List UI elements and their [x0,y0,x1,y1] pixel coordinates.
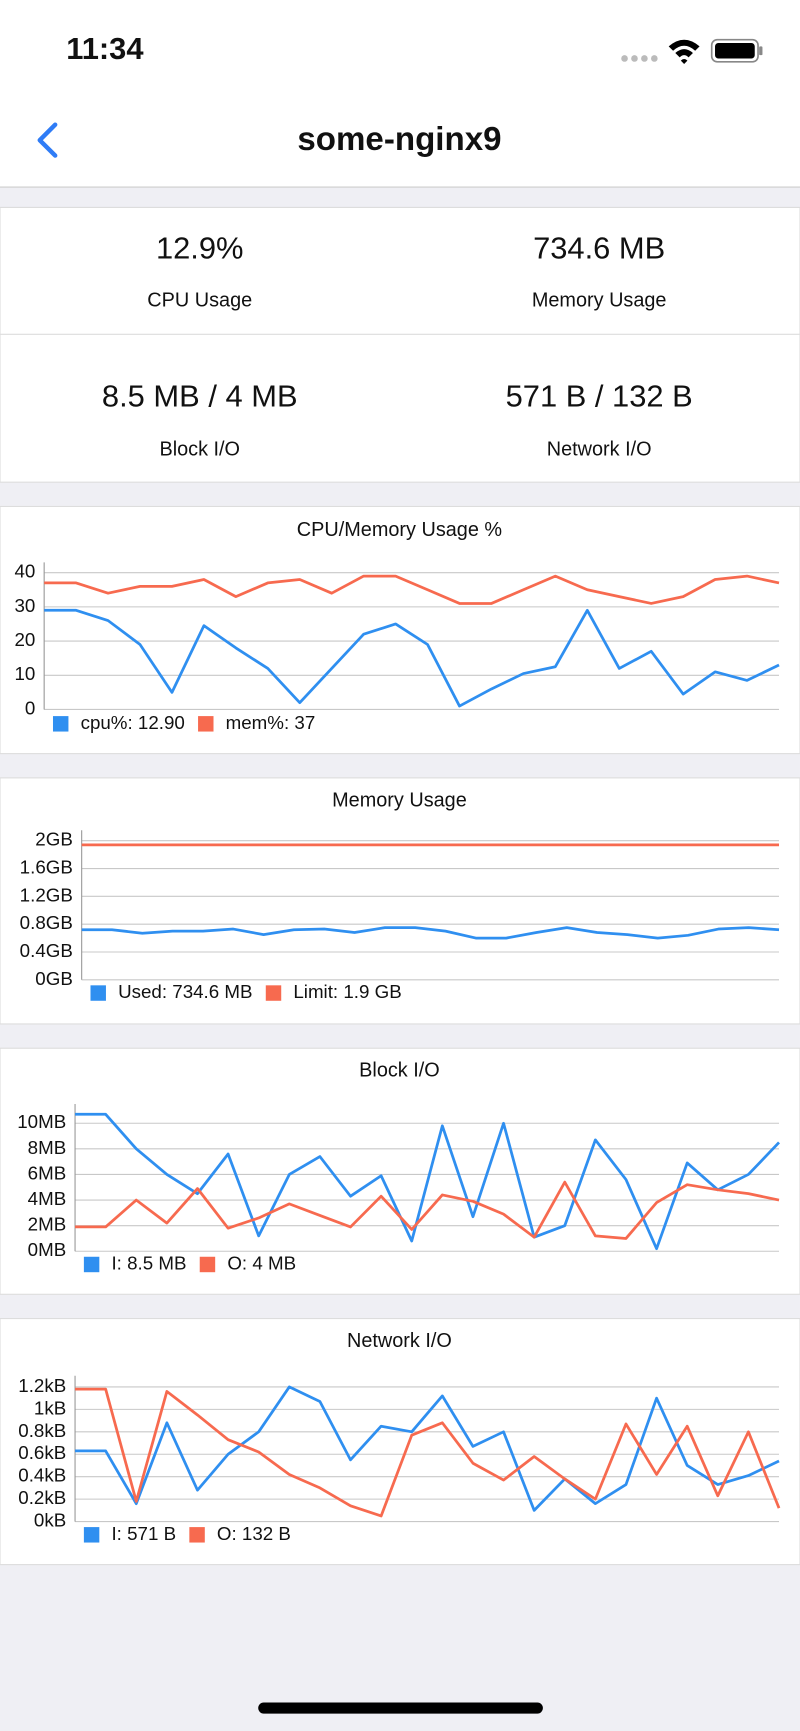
y-tick-label: 4MB [28,1188,67,1209]
y-tick-label: 0kB [34,1510,66,1531]
data-line [44,574,780,605]
home-indicator [258,1702,543,1714]
legend-label: Limit: 1.9 GB [293,981,401,1002]
legend-swatch [265,985,282,1001]
y-tick-label: 10 [14,663,35,684]
legend-label: O: 132 B [217,1523,291,1544]
top-bar [0,0,800,188]
y-tick-label: 0.2kB [18,1487,66,1508]
data-line [75,1387,781,1518]
legend-swatch [199,1256,216,1273]
stat-value: 734.6 MB [533,231,665,266]
legend-swatch [198,716,214,732]
data-line [81,926,780,940]
status-icons [621,38,763,64]
y-tick-label: 30 [14,595,35,616]
legend-label: I: 8.5 MB [111,1252,186,1273]
y-tick-label: 10MB [17,1111,66,1132]
stat-value: 12.9% [156,231,244,266]
y-tick-label: 0.8kB [18,1420,66,1441]
stat-label: Network I/O [547,438,652,460]
data-line [44,608,780,708]
chart-title: CPU/Memory Usage % [297,519,502,541]
y-tick-label: 2GB [35,829,73,850]
stat-value: 571 B / 132 B [506,378,693,413]
y-tick-label: 0.8GB [20,912,73,933]
legend-label: mem%: 37 [226,712,316,733]
y-tick-label: 40 [14,561,35,582]
y-tick-label: 0.4GB [20,940,73,961]
y-tick-label: 0GB [35,968,73,989]
y-tick-label: 20 [14,629,35,650]
stats-panel [0,206,800,483]
legend-label: Used: 734.6 MB [118,981,252,1002]
y-tick-label: 8MB [28,1137,67,1158]
chart-panel [0,1047,800,1295]
y-tick-label: 1.2kB [18,1375,66,1396]
stat-label: Memory Usage [532,289,667,311]
chart-panel [0,505,800,755]
y-tick-label: 0.4kB [18,1465,66,1486]
legend-label: I: 571 B [111,1523,176,1544]
data-line [75,1180,780,1240]
y-tick-label: 0MB [28,1239,67,1260]
y-tick-label: 0 [25,697,35,718]
back-button[interactable] [37,122,58,158]
data-line [75,1112,781,1251]
data-line [75,1385,780,1512]
stat-label: Block I/O [159,438,240,460]
y-tick-label: 1.6GB [20,857,73,878]
y-tick-label: 1kB [34,1397,66,1418]
legend-label: cpu%: 12.90 [81,712,185,733]
chart-panel [0,1318,800,1566]
y-tick-label: 6MB [28,1162,67,1183]
chart-title: Network I/O [347,1330,452,1352]
legend-swatch [83,1256,100,1273]
legend-swatch [83,1527,100,1543]
chart-title: Memory Usage [332,789,467,811]
chart-title: Block I/O [359,1060,440,1082]
chart-panel [0,777,800,1025]
y-tick-label: 0.6kB [18,1442,66,1463]
legend-swatch [90,985,106,1001]
legend-swatch [189,1527,205,1543]
legend-swatch [52,716,69,732]
y-tick-label: 1.2GB [20,884,73,905]
status-time: 11:34 [66,31,143,66]
nav-title: some-nginx9 [297,121,501,158]
stat-label: CPU Usage [147,289,252,311]
legend-label: O: 4 MB [227,1252,296,1273]
y-tick-label: 2MB [28,1214,67,1235]
stat-value: 8.5 MB / 4 MB [102,378,298,413]
